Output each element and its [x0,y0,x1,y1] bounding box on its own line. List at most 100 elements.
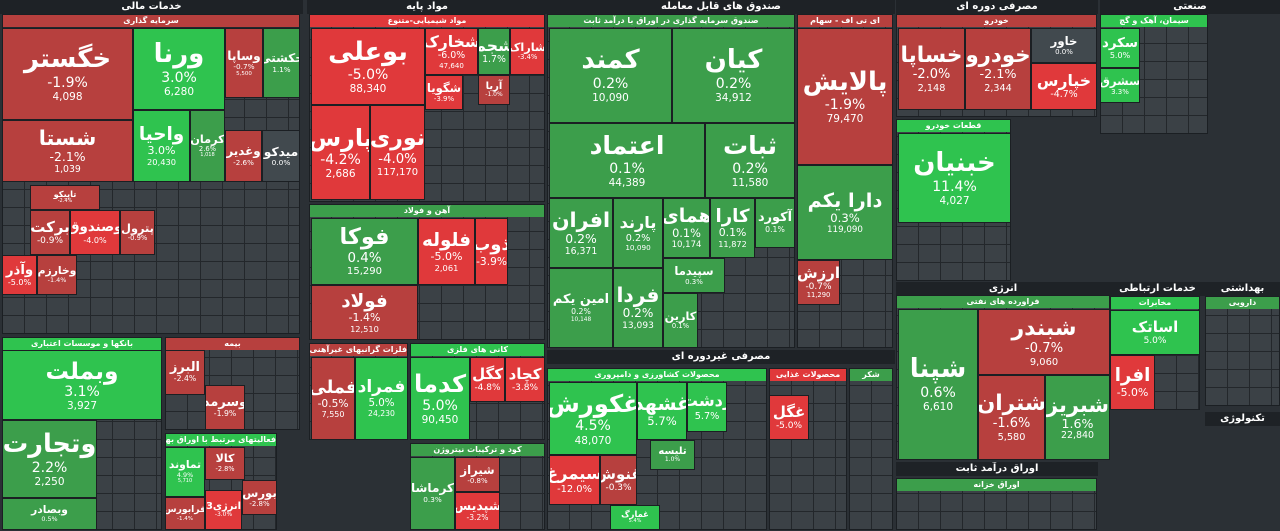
sector: دارویی [1205,296,1280,406]
stock-change: -1.9% [213,409,237,419]
group-title: اوراق درآمد ثابت [896,462,1098,476]
stock-name: شگویا [426,80,462,95]
stock-change: 5.0% [1143,335,1167,346]
sector-title: بیمه [166,338,299,350]
sector-title: شکر [850,369,892,381]
stock-tile: شجم1.7% [478,28,510,75]
sector-title: بانکها و موسسات اعتباری [3,338,161,350]
stock-change: -2.0% [912,67,951,83]
stock-name: فلوله [421,229,472,251]
stock-name: سیمرغ [549,463,600,483]
stock-tile: دارا یکم 0.3% 119,090 [797,165,893,260]
stock-name: برکت [30,217,70,236]
stock-name: بوعلی [328,36,408,67]
stock-name: آریا [485,80,503,92]
stock-change: 0.2% [622,306,654,321]
stock-volume: 2,148 [917,83,946,95]
stock-name: کارین [664,310,697,324]
stock-volume: 4,098 [52,90,83,103]
stock-change: -1.4% [177,515,194,522]
stock-name: اعتماد [589,131,665,161]
stock-tile: شاراک -3.4% [510,28,545,75]
stock-change: 0.1% [718,226,747,240]
stock-change: -5.0% [1116,385,1149,399]
stock-tile: فلوله -5.0% 2,061 [418,218,475,285]
stock-tile: امین یکم 0.2% 10,148 [549,268,613,348]
stock-tile: غمارگ 5.4% [610,505,660,530]
stock-volume: 47,640 [439,60,464,70]
stock-change: 1.1% [272,64,291,74]
stock-change: -5.0% [7,278,32,288]
stock-volume: 16,371 [564,245,598,257]
stock-name: فملی [311,377,355,398]
stock-change: -3.8% [511,382,539,393]
stock-change: 5.0% [368,397,395,410]
stock-name: ارزش [797,263,840,282]
stock-tile: آریا -1.0% [478,75,510,105]
stock-change: -0.8% [467,477,488,486]
sector-title: محصولات کشاورزی و دامپروری [548,369,766,381]
stock-volume: 2,686 [325,168,356,181]
stock-tile: وغدیر -2.6% [225,130,262,182]
stock-volume: 90,450 [421,414,459,427]
stock-tile: کمند 0.2% 10,090 [549,28,672,123]
stock-name: کیان [704,45,763,76]
stock-tile: کالا -2.8% [205,447,245,480]
stock-volume: 44,389 [608,176,646,189]
stock-tile: وآذر -5.0% [2,255,37,295]
stock-tile: فولاد -1.4% 12,510 [311,285,418,340]
stock-change: 5.4% [628,518,642,525]
stock-tile: شگویا -3.9% [425,75,463,110]
stock-name: بورس [242,485,277,500]
stock-name: خپارس [1036,71,1092,91]
stock-tile: کرماشا 0.3% [410,457,455,530]
stock-change: -6.0% [437,50,466,62]
stock-tile: خبنیان 11.4% 4,027 [898,133,1011,223]
stock-change: 5.0% [422,398,458,415]
stock-name: کارا [715,205,750,227]
stock-change: -0.9% [127,234,148,243]
stock-tile: افران 0.2% 16,371 [549,198,613,268]
stock-name: وبصادر [31,503,68,517]
stock-change: 2.6% [198,144,217,153]
stock-tile: اساتک 5.0% [1110,310,1200,355]
stock-tile: بورس -2.8% [242,480,277,515]
stock-tile: وخارزم -1.4% [37,255,77,295]
stock-tile: غشهد5.7% [637,382,687,440]
stock-name: غکورش [549,389,637,419]
sector-title: آهن و فولاد [310,205,544,217]
stock-change: 0.1% [672,226,701,241]
stock-tile: خگستر -1.9% 4,098 [2,28,133,120]
stock-name: خودرو [965,42,1031,68]
stock-volume: 79,470 [826,113,864,126]
stock-change: -1.9% [47,74,88,91]
stock-tile: تاپیکو -2.4% [30,185,100,210]
stock-name: شاراک [510,41,545,55]
stock-volume: 22,840 [1061,430,1094,442]
stock-change: 5.7% [694,410,720,422]
stock-change: 5.7% [647,414,677,429]
stock-name: پالایش [802,66,888,97]
stock-change: -3.9% [433,95,455,104]
group-title: خدمات مالی [0,0,303,14]
stock-change: 3.0% [161,69,197,86]
stock-change: -4.2% [320,152,361,169]
stock-name: نوری [370,125,425,152]
stock-change: -1.0% [485,91,503,99]
stock-tile: شپدیس -3.2% [455,492,500,530]
stock-volume: 2,250 [34,475,65,488]
stock-name: شیراز [460,462,495,477]
stock-name: امین یکم [552,291,610,307]
stock-name: وخارزم [37,264,77,278]
stock-tile: غکورش 4.5% 48,070 [549,382,637,455]
stock-name: فولاد [341,290,388,312]
stock-change: -3.9% [476,254,507,268]
stock-tile: خپارس -4.7% [1031,63,1097,110]
sector-title: محصولات غذایی [770,369,846,381]
stock-change: -1.9% [824,97,866,114]
stock-tile: ذوب-3.9% [475,218,508,285]
stock-change: -0.3% [605,483,632,494]
stock-change: 1.7% [482,54,506,66]
